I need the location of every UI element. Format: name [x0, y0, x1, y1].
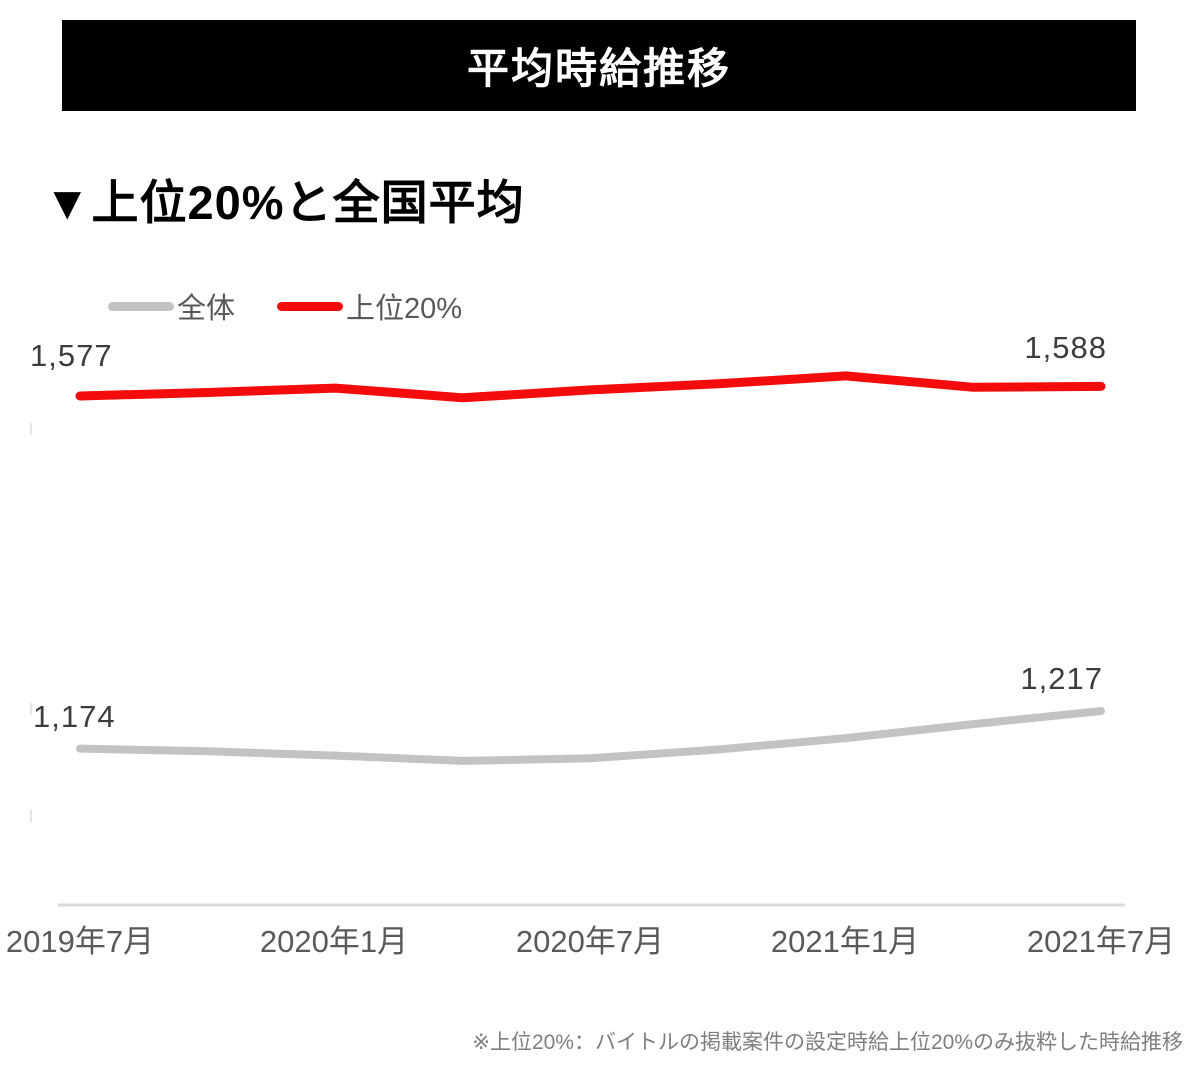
chart-title: 平均時給推移 [466, 45, 731, 92]
x-tick-2020-07: 2020年7月 [515, 924, 665, 959]
footnote: ※上位20%：バイトルの掲載案件の設定時給上位20%のみ抜粋した時給推移 [472, 1031, 1183, 1054]
chart-title-bar: 平均時給推移 [62, 20, 1136, 111]
section-heading: ▼上位20%と全国平均 [44, 176, 525, 229]
overall-end-value: 1,217 [1020, 661, 1103, 696]
legend-item-top20: 上位20% [277, 285, 462, 327]
chart-legend: 全体 上位20% [108, 285, 462, 327]
legend-label-overall: 全体 [177, 293, 236, 325]
overall-line-swatch [108, 301, 174, 311]
legend-item-overall: 全体 [108, 285, 235, 327]
overall-start-value: 1,174 [33, 699, 116, 734]
x-tick-2021-07: 2021年7月 [1026, 924, 1176, 959]
top20-end-value: 1,588 [1024, 330, 1107, 365]
top20-line-swatch [277, 301, 344, 311]
x-tick-2019-07: 2019年7月 [5, 924, 155, 959]
x-tick-2020-01: 2020年1月 [259, 924, 409, 959]
x-tick-2021-01: 2021年1月 [770, 924, 920, 959]
top20-start-value: 1,577 [30, 338, 113, 373]
legend-label-top20: 上位20% [346, 293, 463, 325]
